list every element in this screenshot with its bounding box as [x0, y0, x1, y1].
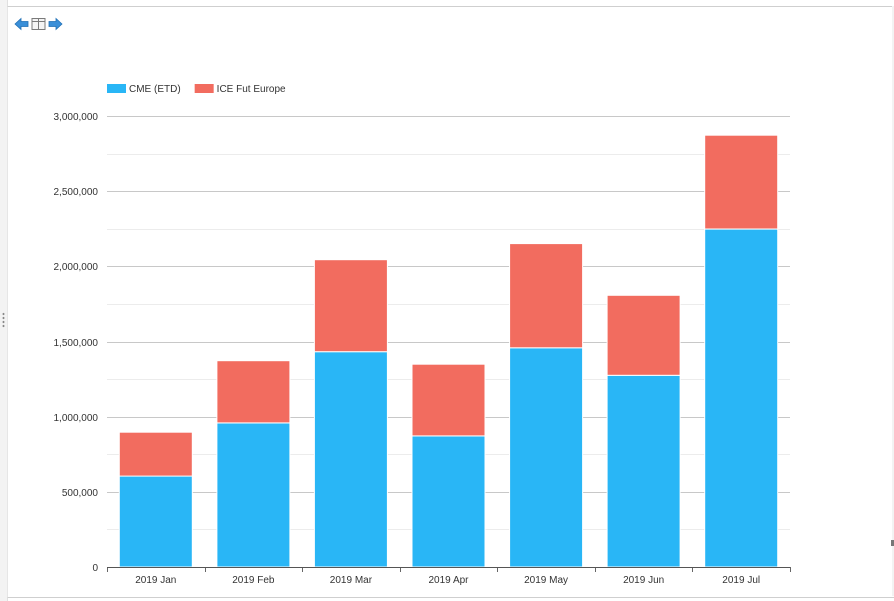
bar-ice-fut-europe: [606, 294, 681, 376]
y-tick-label: 2,500,000: [54, 187, 99, 198]
y-tick-label: 2,000,000: [54, 262, 99, 273]
x-tick-label: 2019 Feb: [232, 575, 275, 586]
bar-cme-etd: [216, 422, 291, 568]
y-tick-label: 0: [92, 563, 98, 574]
bar-ice-fut-europe: [118, 431, 193, 477]
bar-cme-etd: [118, 475, 193, 568]
x-tick-label: 2019 May: [524, 575, 568, 586]
bar-cme-etd: [606, 374, 681, 568]
bar-ice-fut-europe: [509, 243, 584, 349]
bar-cme-etd: [411, 435, 486, 568]
right-scroll-marker: [891, 540, 894, 546]
legend-label-cme-etd: CME (ETD): [129, 84, 181, 95]
bar-ice-fut-europe: [216, 360, 291, 424]
x-tick-label: 2019 Jun: [623, 575, 664, 586]
legend-swatch-ice-fut-europe: [194, 84, 214, 93]
y-tick-label: 500,000: [62, 488, 99, 499]
bar-cme-etd: [704, 228, 779, 568]
bar-cme-etd: [313, 351, 388, 568]
legend-swatch-cme-etd: [107, 84, 126, 93]
bar-cme-etd: [509, 347, 584, 568]
x-tick-label: 2019 Jul: [722, 575, 760, 586]
arrow-left-icon[interactable]: [14, 17, 29, 31]
arrow-right-icon[interactable]: [48, 17, 63, 31]
y-tick-label: 1,500,000: [54, 338, 99, 349]
legend-label-ice-fut-europe: ICE Fut Europe: [217, 84, 286, 95]
x-tick-label: 2019 Apr: [428, 575, 469, 586]
table-view-icon[interactable]: [31, 17, 46, 31]
bar-ice-fut-europe: [411, 363, 486, 437]
bar-ice-fut-europe: [704, 134, 779, 230]
x-tick-label: 2019 Mar: [330, 575, 373, 586]
y-tick-label: 1,000,000: [54, 413, 99, 424]
resize-grip-icon[interactable]: [2, 312, 5, 328]
right-edge: [892, 6, 894, 596]
x-tick-label: 2019 Jan: [135, 575, 176, 586]
y-tick-label: 3,000,000: [54, 112, 99, 123]
chart-toolbar: [14, 17, 63, 31]
bar-ice-fut-europe: [313, 259, 388, 353]
